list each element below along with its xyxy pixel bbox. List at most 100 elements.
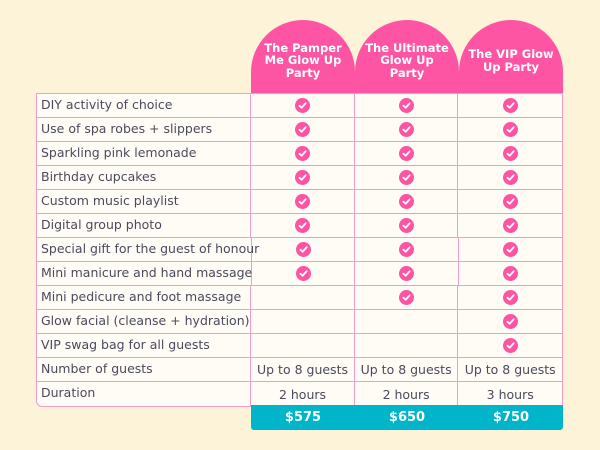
- feature-cell: [355, 166, 459, 189]
- check-circle-icon: [502, 338, 518, 353]
- feature-cell: [251, 94, 355, 117]
- feature-cell: [458, 118, 562, 141]
- check-circle-icon: [398, 122, 414, 137]
- table-row: Duration 2 hours 2 hours 3 hours: [37, 382, 562, 406]
- feature-cell: [355, 238, 459, 261]
- check-circle-icon: [398, 290, 414, 305]
- feature-cell: [458, 94, 562, 117]
- feature-label: Duration: [37, 382, 252, 406]
- feature-label: Mini manicure and hand massage: [37, 262, 252, 285]
- check-circle-icon: [398, 98, 414, 113]
- feature-label: Digital group photo: [37, 214, 252, 237]
- feature-label: DIY activity of choice: [37, 94, 252, 117]
- check-circle-icon: [294, 146, 310, 161]
- feature-cell: [251, 214, 355, 237]
- package-header: The VIP Glow Up Party: [459, 20, 563, 93]
- table-row: Special gift for the guest of honour: [37, 238, 562, 262]
- feature-cell: Up to 8 guests: [355, 358, 459, 381]
- feature-cell: [459, 238, 562, 261]
- feature-label: Birthday cupcakes: [37, 166, 252, 189]
- feature-cell: [458, 190, 562, 213]
- feature-cell: [458, 166, 562, 189]
- check-circle-icon: [398, 146, 414, 161]
- feature-cell: [458, 334, 562, 357]
- check-circle-icon: [295, 242, 311, 257]
- feature-cell: [355, 214, 459, 237]
- feature-cell: Up to 8 guests: [251, 358, 355, 381]
- feature-cell: [252, 238, 356, 261]
- feature-cell: [355, 142, 459, 165]
- feature-cell: [355, 262, 459, 285]
- feature-label: Special gift for the guest of honour: [37, 238, 259, 261]
- feature-cell: Up to 8 guests: [464, 362, 556, 377]
- feature-cell: [355, 118, 459, 141]
- package-price: $750: [492, 410, 530, 425]
- check-circle-icon: [502, 290, 518, 305]
- feature-label: Number of guests: [37, 358, 252, 381]
- feature-cell: 3 hours: [486, 386, 534, 402]
- feature-cell: [459, 262, 562, 285]
- check-circle-icon: [502, 218, 518, 233]
- feature-label: Use of spa robes + slippers: [37, 118, 252, 141]
- package-price: $575: [284, 410, 322, 425]
- feature-label: Custom music playlist: [37, 190, 252, 213]
- feature-cell: [252, 262, 356, 285]
- feature-cell: [251, 334, 355, 357]
- feature-cell: [355, 190, 459, 213]
- check-circle-icon: [502, 146, 518, 161]
- table-row: Use of spa robes + slippers: [37, 118, 562, 142]
- check-circle-icon: [502, 242, 518, 257]
- check-circle-icon: [502, 170, 518, 185]
- check-circle-icon: [295, 266, 311, 281]
- package-header: The Pamper Me Glow Up Party: [251, 20, 355, 93]
- package-price: $650: [388, 410, 426, 425]
- check-circle-icon: [294, 218, 310, 233]
- feature-cell: 2 hours: [355, 382, 459, 406]
- feature-label: Sparkling pink lemonade: [37, 142, 252, 165]
- check-circle-icon: [502, 98, 518, 113]
- feature-cell: [251, 118, 355, 141]
- table-row: VIP swag bag for all guests: [37, 334, 562, 358]
- check-circle-icon: [398, 242, 414, 257]
- table-row: Number of guests Up to 8 guests Up to 8 gu…: [37, 358, 562, 382]
- table-row: Mini manicure and hand massage: [37, 262, 562, 286]
- table-row: Mini pedicure and foot massage: [37, 286, 562, 310]
- feature-cell: [355, 310, 459, 333]
- table-row: Sparkling pink lemonade: [37, 142, 562, 166]
- check-circle-icon: [502, 266, 518, 281]
- feature-label: VIP swag bag for all guests: [37, 334, 252, 357]
- table-row: Digital group photo: [37, 214, 562, 238]
- feature-cell: [251, 166, 355, 189]
- feature-cell: [458, 310, 562, 333]
- feature-cell: [458, 286, 562, 309]
- check-circle-icon: [502, 122, 518, 137]
- price-bar: $575 $650 $750: [251, 405, 563, 430]
- check-circle-icon: [398, 194, 414, 209]
- feature-cell: [355, 334, 459, 357]
- check-circle-icon: [502, 194, 518, 209]
- check-circle-icon: [398, 218, 414, 233]
- check-circle-icon: [294, 170, 310, 185]
- feature-label: Mini pedicure and foot massage: [37, 286, 252, 309]
- check-circle-icon: [398, 266, 414, 281]
- table-row: Birthday cupcakes: [37, 166, 562, 190]
- feature-label: Glow facial (cleanse + hydration): [37, 310, 252, 333]
- check-circle-icon: [294, 194, 310, 209]
- check-circle-icon: [502, 314, 518, 329]
- table-row: Glow facial (cleanse + hydration): [37, 310, 562, 334]
- feature-cell: [355, 94, 459, 117]
- feature-cell: [458, 142, 562, 165]
- table-row: Custom music playlist: [37, 190, 562, 214]
- check-circle-icon: [294, 122, 310, 137]
- feature-cell: [458, 214, 562, 237]
- check-circle-icon: [294, 98, 310, 113]
- table-row: DIY activity of choice: [37, 94, 562, 118]
- comparison-table: DIY activity of choice Use of spa robes +…: [36, 93, 563, 407]
- feature-cell: [251, 142, 355, 165]
- feature-cell: [251, 310, 355, 333]
- feature-cell: [251, 190, 355, 213]
- check-circle-icon: [398, 170, 414, 185]
- feature-cell: [251, 286, 355, 309]
- feature-cell: [355, 286, 459, 309]
- package-header: The Ultimate Glow Up Party: [355, 20, 459, 93]
